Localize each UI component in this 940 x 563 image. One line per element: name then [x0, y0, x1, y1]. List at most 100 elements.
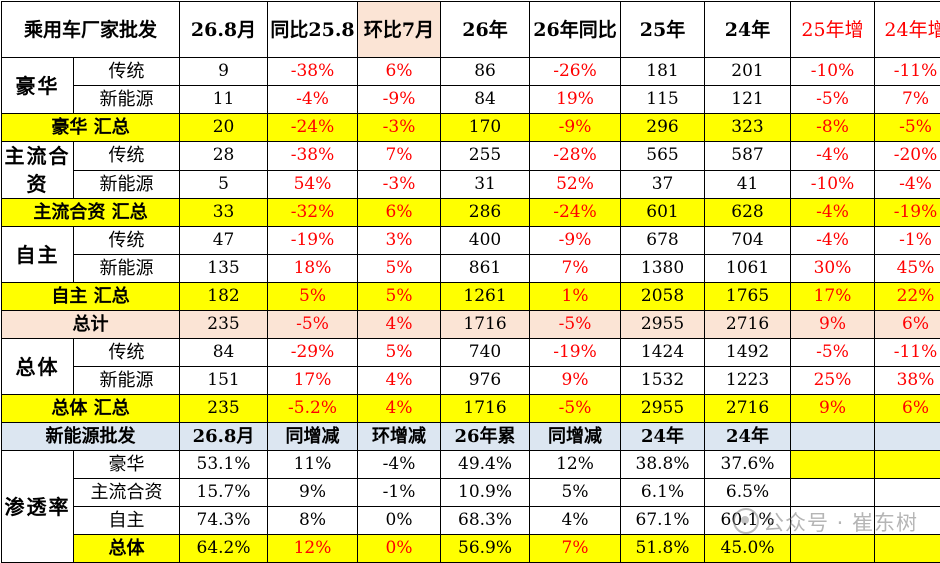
cell: 2955: [620, 394, 706, 423]
cell: 33: [179, 198, 269, 227]
cell: 9%: [529, 366, 622, 395]
cell: 2058: [620, 282, 706, 311]
cell: 11: [179, 85, 269, 114]
sub-label: 总体: [72, 534, 181, 563]
cell: -4%: [874, 169, 940, 199]
cell: -11%: [874, 57, 940, 86]
table-row: 渗透率 豪华 53.1% 11% -4% 49.4% 12% 38.8% 37.…: [1, 450, 940, 563]
header-cell: 新能源批发: [0, 422, 181, 451]
header-cell: 25年增: [790, 1, 876, 58]
cell: 2716: [704, 394, 792, 423]
cell: 0%: [357, 534, 442, 563]
sub-label: 豪华: [72, 450, 181, 479]
cell: 18%: [267, 254, 359, 283]
cell: 84: [179, 338, 269, 367]
cell: 7%: [529, 534, 622, 563]
cell: 704: [704, 226, 792, 255]
cell: -5%: [529, 310, 622, 339]
cell: 1380: [620, 254, 706, 283]
cell: 5%: [357, 254, 442, 283]
cell: 6.5%: [704, 478, 792, 507]
cell: 4%: [357, 366, 442, 395]
total-label: 总计: [0, 310, 181, 339]
sub-label: 新能源: [72, 85, 181, 114]
cell: 5%: [357, 282, 442, 311]
cell: 38.8%: [620, 450, 706, 479]
table-row: 新能源 11 -4% -9% 84 19% 115 121 -5% 7%: [2, 85, 940, 114]
cell: 31: [440, 169, 531, 199]
group-label: 总体: [1, 338, 74, 395]
cell: 678: [620, 226, 706, 255]
cell: 37.6%: [704, 450, 792, 479]
cell: 68.3%: [440, 506, 531, 535]
cell: 7%: [529, 254, 622, 283]
group-label: 豪华: [1, 57, 74, 114]
cell: -5%: [267, 310, 359, 339]
header-cell: 24年: [704, 1, 792, 58]
subtotal-row: 豪华 汇总 20 -24% -3% 170 -9% 296 323 -8% -5…: [0, 113, 940, 142]
header-cell: 24年增: [874, 1, 940, 58]
table-row: 主流合资 传统 28 -38% 7% 255 -28% 565 587 -4% …: [1, 141, 940, 199]
cell: 296: [620, 113, 706, 142]
empty-cell: [790, 506, 876, 535]
empty-cell: [874, 478, 940, 507]
cell: -38%: [267, 141, 359, 171]
cell: 5%: [357, 338, 442, 367]
subtotal-label: 豪华 汇总: [0, 113, 181, 142]
cell: 182: [179, 282, 269, 311]
cell: 4%: [529, 506, 622, 535]
cell: 6%: [874, 394, 940, 423]
cell: 235: [179, 310, 269, 339]
table-row: 自主 传统 47 -19% 3% 400 -9% 678 704 -4% -1%: [1, 226, 940, 283]
empty-cell: [874, 450, 940, 479]
header-cell: 24年: [620, 422, 706, 451]
cell: 74.3%: [179, 506, 269, 535]
cell: 286: [440, 198, 531, 227]
cell: 19%: [529, 85, 622, 114]
cell: -28%: [529, 141, 622, 171]
cell: 976: [440, 366, 531, 395]
cell: 1%: [529, 282, 622, 311]
cell: 1716: [440, 310, 531, 339]
cell: -10%: [790, 169, 876, 199]
header-cell: 26年: [440, 1, 531, 58]
header-cell: 26.8月: [179, 422, 269, 451]
cell: 565: [620, 141, 706, 171]
group-label: 主流合资: [1, 141, 74, 199]
header-cell: 乘用车厂家批发: [0, 1, 181, 58]
cell: 11%: [267, 450, 359, 479]
cell: 4%: [357, 310, 442, 339]
cell: 121: [704, 85, 792, 114]
cell: 17%: [267, 366, 359, 395]
cell: 45%: [874, 254, 940, 283]
cell: -5%: [790, 85, 876, 114]
sub-label: 传统: [72, 226, 181, 255]
sub-label: 传统: [72, 338, 181, 367]
cell: -26%: [529, 57, 622, 86]
empty-cell: [874, 534, 940, 563]
cell: 10.9%: [440, 478, 531, 507]
header-row: 乘用车厂家批发 26.8月 同比25.8 环比7月 26年 26年同比 25年 …: [0, 1, 940, 58]
cell: -19%: [529, 338, 622, 367]
cell: 25%: [790, 366, 876, 395]
empty-cell: [790, 478, 876, 507]
cell: 51.8%: [620, 534, 706, 563]
cell: 9%: [790, 394, 876, 423]
cell: 17%: [790, 282, 876, 311]
cell: 67.1%: [620, 506, 706, 535]
cell: 0%: [357, 506, 442, 535]
cell: -3%: [357, 169, 442, 199]
cell: -19%: [267, 226, 359, 255]
table-row: 新能源 5 54% -3% 31 52% 37 41 -10% -4%: [2, 169, 940, 199]
cell: 400: [440, 226, 531, 255]
cell: 740: [440, 338, 531, 367]
cell: -3%: [357, 113, 442, 142]
cell: -10%: [790, 57, 876, 86]
cell: 15.7%: [179, 478, 269, 507]
header-cell: 26年同比: [529, 1, 622, 58]
cell: 41: [704, 169, 792, 199]
header-cell: 25年: [620, 1, 706, 58]
cell: 37: [620, 169, 706, 199]
cell: 1424: [620, 338, 706, 367]
cell: 64.2%: [179, 534, 269, 563]
